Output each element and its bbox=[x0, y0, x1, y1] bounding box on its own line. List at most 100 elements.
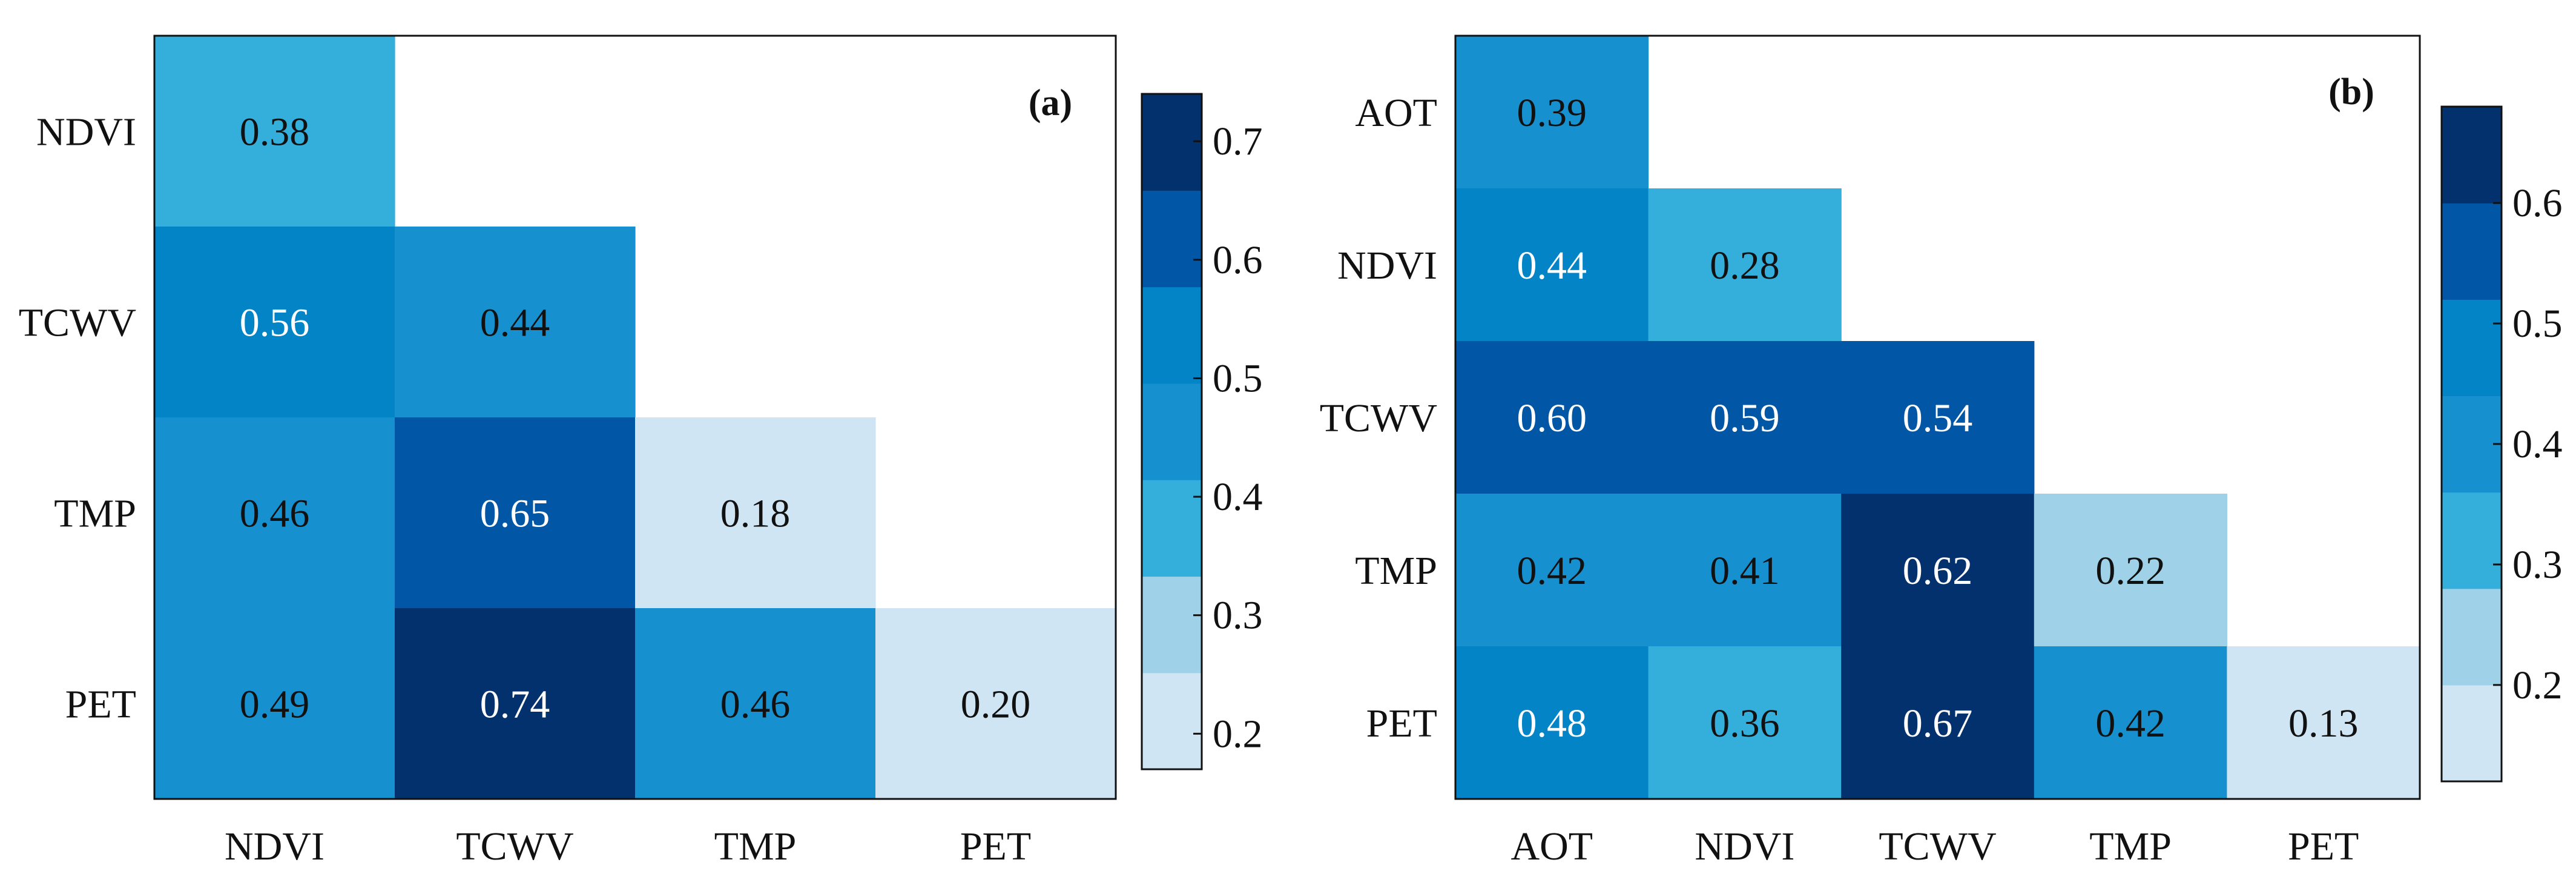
cell-value-label-a-r2-c2: 0.18 bbox=[720, 492, 791, 536]
cell-value-label-a-r3-c2: 0.46 bbox=[720, 683, 791, 727]
colorbar-segment-b-1 bbox=[2442, 588, 2502, 686]
y-tick-label-a-3: PET bbox=[65, 683, 136, 727]
heatmap-cell-b-r4-c0 bbox=[1455, 646, 1649, 800]
heatmap-cell-a-r3-c3 bbox=[875, 608, 1116, 800]
colorbar-segment-a-6 bbox=[1142, 94, 1202, 191]
colorbar-tick-label-a-5: 0.7 bbox=[1213, 119, 1263, 164]
heatmap-cell-a-r0-c0 bbox=[154, 36, 395, 227]
y-tick-label-a-1: TCWV bbox=[19, 301, 136, 345]
heatmap-cell-b-r2-c1 bbox=[1648, 341, 1842, 494]
cell-value-label-b-r2-c0: 0.60 bbox=[1517, 396, 1587, 440]
cell-value-label-b-r2-c1: 0.59 bbox=[1710, 396, 1780, 440]
plot-frame-b bbox=[1454, 35, 2421, 800]
colorbar-tick-label-b-0: 0.2 bbox=[2512, 663, 2563, 707]
colorbar-segment-b-4 bbox=[2442, 299, 2502, 397]
cell-value-label-b-r4-c3: 0.42 bbox=[2095, 701, 2166, 746]
cell-value-label-b-r3-c2: 0.62 bbox=[1903, 549, 1973, 593]
cell-value-label-b-r4-c0: 0.48 bbox=[1517, 701, 1587, 746]
heatmap-cell-b-r2-c0 bbox=[1455, 341, 1649, 494]
colorbar-tick-label-a-3: 0.5 bbox=[1213, 356, 1263, 400]
colorbar-tick-label-a-1: 0.3 bbox=[1213, 594, 1263, 638]
cell-value-label-b-r4-c1: 0.36 bbox=[1710, 701, 1780, 746]
y-tick-label-b-4: PET bbox=[1366, 701, 1437, 746]
heatmap-cell-b-r4-c1 bbox=[1648, 646, 1842, 800]
heatmap-cell-a-r1-c1 bbox=[395, 227, 636, 418]
x-tick-label-b-2: TCWV bbox=[1879, 824, 1996, 869]
y-tick-label-b-0: AOT bbox=[1355, 91, 1437, 135]
x-tick-label-b-3: TMP bbox=[2089, 824, 2172, 869]
x-tick-label-b-4: PET bbox=[2288, 824, 2359, 869]
x-tick-label-b-1: NDVI bbox=[1695, 824, 1794, 869]
heatmap-cell-a-r1-c0 bbox=[154, 227, 395, 418]
colorbar-tick-label-a-2: 0.4 bbox=[1213, 475, 1263, 519]
heatmap-cell-a-r2-c2 bbox=[635, 417, 876, 609]
plot-frame-a bbox=[153, 35, 1117, 800]
heatmap-cell-b-r0-c0 bbox=[1455, 36, 1649, 189]
cell-value-label-a-r0-c0: 0.38 bbox=[240, 110, 310, 154]
y-tick-label-b-2: TCWV bbox=[1320, 396, 1437, 440]
x-tick-label-a-2: TMP bbox=[714, 824, 797, 869]
colorbar-segment-a-5 bbox=[1142, 190, 1202, 288]
colorbar-segment-a-3 bbox=[1142, 383, 1202, 480]
cell-value-label-a-r2-c1: 0.65 bbox=[480, 492, 550, 536]
cell-value-label-b-r3-c1: 0.41 bbox=[1710, 549, 1780, 593]
x-tick-label-b-0: AOT bbox=[1510, 824, 1593, 869]
cell-value-label-a-r1-c1: 0.44 bbox=[480, 301, 550, 345]
cell-value-label-a-r1-c0: 0.56 bbox=[240, 301, 310, 345]
cell-value-label-a-r2-c0: 0.46 bbox=[240, 492, 310, 536]
x-tick-label-a-0: NDVI bbox=[225, 824, 324, 869]
cell-value-label-b-r4-c2: 0.67 bbox=[1903, 701, 1973, 746]
colorbar-segment-a-4 bbox=[1142, 287, 1202, 384]
x-tick-label-a-1: TCWV bbox=[456, 824, 573, 869]
heatmap-cell-b-r4-c3 bbox=[2034, 646, 2227, 800]
heatmap-cell-a-r2-c1 bbox=[395, 417, 636, 609]
y-tick-label-b-3: TMP bbox=[1355, 549, 1437, 593]
colorbar-tick-label-a-4: 0.6 bbox=[1213, 238, 1263, 282]
heatmap-panel-b: 0.39 0.44 0.28 0.60 0.59 0.54 0.42 0.41 0.62 0.22… bbox=[1320, 35, 2563, 869]
colorbar-segment-a-0 bbox=[1142, 672, 1202, 770]
cell-value-label-b-r0-c0: 0.39 bbox=[1517, 91, 1587, 135]
cell-value-label-b-r2-c2: 0.54 bbox=[1903, 396, 1973, 440]
heatmap-cell-a-r3-c1 bbox=[395, 608, 636, 800]
heatmap-cell-b-r3-c2 bbox=[1841, 494, 2035, 647]
colorbar-tick-label-b-1: 0.3 bbox=[2512, 543, 2563, 587]
colorbar-tick-label-b-3: 0.5 bbox=[2512, 302, 2563, 346]
colorbar-segment-a-1 bbox=[1142, 576, 1202, 674]
heatmap-cell-b-r1-c1 bbox=[1648, 188, 1842, 342]
heatmap-panel-a: 0.380.56 0.440.46 0.65 0.180.49 0.74 0.46 0.20… bbox=[19, 35, 1263, 869]
colorbar-frame-a bbox=[1141, 93, 1203, 770]
colorbar-segment-b-5 bbox=[2442, 203, 2502, 300]
y-tick-label-b-1: NDVI bbox=[1337, 243, 1437, 288]
heatmap-cell-b-r3-c3 bbox=[2034, 494, 2227, 647]
cell-value-label-a-r3-c3: 0.20 bbox=[961, 683, 1031, 727]
cell-value-label-a-r3-c1: 0.74 bbox=[480, 683, 550, 727]
y-tick-label-a-2: TMP bbox=[54, 492, 136, 536]
heatmap-cell-a-r2-c0 bbox=[154, 417, 395, 609]
heatmap-cell-a-r3-c2 bbox=[635, 608, 876, 800]
colorbar-tick-label-b-4: 0.6 bbox=[2512, 181, 2563, 225]
cell-value-label-b-r3-c3: 0.22 bbox=[2095, 549, 2166, 593]
cell-value-label-b-r1-c1: 0.28 bbox=[1710, 243, 1780, 288]
x-tick-label-a-3: PET bbox=[960, 824, 1031, 869]
cell-value-label-a-r3-c0: 0.49 bbox=[240, 683, 310, 727]
heatmap-cell-b-r1-c0 bbox=[1455, 188, 1649, 342]
cell-value-label-b-r4-c4: 0.13 bbox=[2288, 701, 2359, 746]
colorbar-segment-b-3 bbox=[2442, 396, 2502, 493]
colorbar-segment-b-6 bbox=[2442, 107, 2502, 204]
heatmap-cell-b-r3-c1 bbox=[1648, 494, 1842, 647]
heatmap-cell-b-r4-c4 bbox=[2227, 646, 2420, 800]
panel-label-b: (b) bbox=[2328, 71, 2374, 113]
cell-value-label-b-r3-c0: 0.42 bbox=[1517, 549, 1587, 593]
heatmap-cell-a-r3-c0 bbox=[154, 608, 395, 800]
colorbar-tick-label-b-2: 0.4 bbox=[2512, 422, 2563, 466]
y-tick-label-a-0: NDVI bbox=[36, 110, 136, 154]
heatmap-cell-b-r3-c0 bbox=[1455, 494, 1649, 647]
heatmap-cell-b-r2-c2 bbox=[1841, 341, 2035, 494]
colorbar-segment-a-2 bbox=[1142, 480, 1202, 577]
cell-value-label-b-r1-c0: 0.44 bbox=[1517, 243, 1587, 288]
colorbar-tick-label-a-0: 0.2 bbox=[1213, 712, 1263, 756]
panel-label-a: (a) bbox=[1029, 82, 1072, 124]
colorbar-segment-b-0 bbox=[2442, 684, 2502, 782]
colorbar-segment-b-2 bbox=[2442, 492, 2502, 589]
